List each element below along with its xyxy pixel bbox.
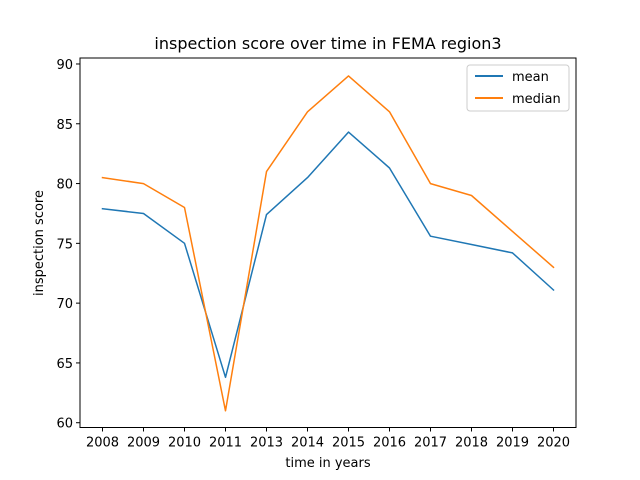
y-axis: 60 65 70 75 80 85 90	[56, 58, 80, 432]
x-tick-label: 2011	[209, 436, 242, 451]
x-axis-label: time in years	[285, 456, 370, 471]
x-tick-label: 2017	[414, 436, 447, 451]
x-tick-label: 2010	[168, 436, 201, 451]
plot-frame	[79, 57, 577, 428]
y-tick-label: 85	[56, 118, 73, 133]
x-tick-label: 2008	[86, 436, 119, 451]
y-tick-label: 70	[56, 297, 73, 312]
x-tick-label: 2019	[496, 436, 529, 451]
x-tick-label: 2016	[373, 436, 406, 451]
series-line-mean	[101, 131, 555, 379]
y-tick-label: 80	[56, 178, 73, 193]
x-tick-label: 2014	[291, 436, 324, 451]
y-axis-label: inspection score	[32, 190, 47, 296]
y-tick-label: 65	[56, 357, 73, 372]
x-axis: 2008 2009 2010 2011 2013 2014 2015 2016 2017 2018…	[86, 427, 570, 451]
series-line-median	[101, 75, 555, 412]
chart-title: inspection score over time in FEMA regio…	[154, 34, 501, 53]
x-tick-label: 2015	[332, 436, 365, 451]
y-tick-label: 60	[56, 417, 73, 432]
x-tick-label: 2009	[127, 436, 160, 451]
x-tick-label: 2020	[537, 436, 570, 451]
legend: mean median	[466, 64, 570, 112]
x-tick-label: 2013	[250, 436, 283, 451]
legend-label-median: median	[512, 92, 561, 107]
series-layer	[101, 75, 555, 412]
legend-label-mean: mean	[512, 70, 549, 85]
x-tick-label: 2018	[455, 436, 488, 451]
y-tick-label: 75	[56, 237, 73, 252]
y-tick-label: 90	[56, 58, 73, 73]
